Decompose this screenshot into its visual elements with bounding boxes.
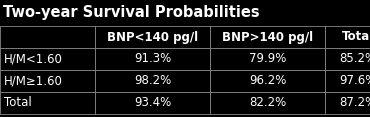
Text: 87.2%: 87.2%: [339, 97, 370, 110]
Text: H/M≥1.60: H/M≥1.60: [4, 75, 63, 88]
Text: 93.4%: 93.4%: [134, 97, 171, 110]
Text: H/M<1.60: H/M<1.60: [4, 53, 63, 66]
Text: 96.2%: 96.2%: [249, 75, 286, 88]
Bar: [325, 92, 370, 114]
Bar: [325, 70, 370, 92]
Text: Total: Total: [342, 31, 370, 44]
Bar: [0, 48, 95, 70]
Text: 91.3%: 91.3%: [134, 53, 171, 66]
Bar: [0, 26, 95, 48]
Text: 97.6%: 97.6%: [339, 75, 370, 88]
Text: 79.9%: 79.9%: [249, 53, 286, 66]
Bar: [95, 92, 210, 114]
Bar: [210, 48, 325, 70]
Text: Two-year Survival Probabilities: Two-year Survival Probabilities: [3, 5, 260, 20]
Bar: [210, 70, 325, 92]
Text: Total: Total: [4, 97, 32, 110]
Bar: [0, 92, 95, 114]
Text: BNP<140 pg/l: BNP<140 pg/l: [107, 31, 198, 44]
Bar: [95, 70, 210, 92]
Bar: [0, 0, 370, 26]
Bar: [325, 48, 370, 70]
Bar: [95, 48, 210, 70]
Text: 98.2%: 98.2%: [134, 75, 171, 88]
Bar: [95, 26, 210, 48]
Text: 85.2%: 85.2%: [339, 53, 370, 66]
Bar: [210, 26, 325, 48]
Bar: [0, 70, 95, 92]
Bar: [210, 92, 325, 114]
Text: 82.2%: 82.2%: [249, 97, 286, 110]
Bar: [325, 26, 370, 48]
Text: BNP>140 pg/l: BNP>140 pg/l: [222, 31, 313, 44]
